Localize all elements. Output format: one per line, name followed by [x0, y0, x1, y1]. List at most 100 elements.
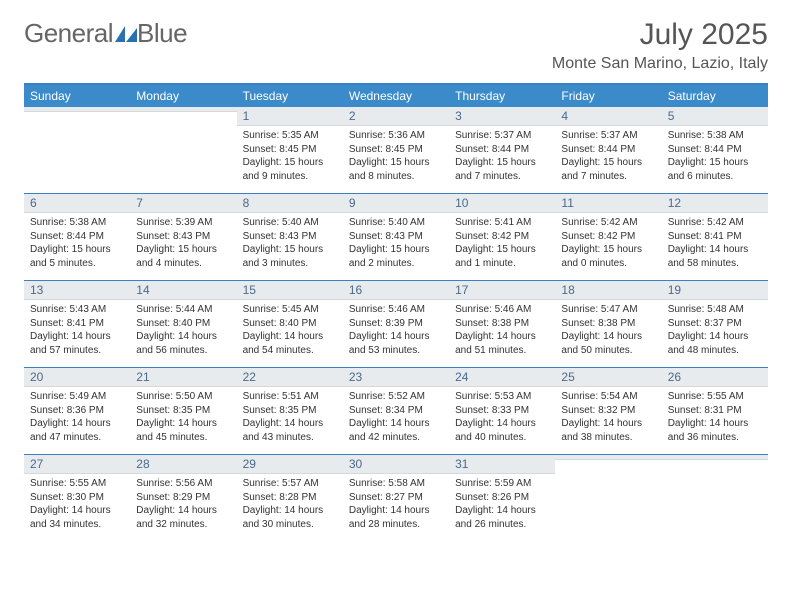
- cell-body: Sunrise: 5:54 AMSunset: 8:32 PMDaylight:…: [555, 387, 661, 450]
- day-number: 26: [662, 368, 768, 386]
- daylight-line: Daylight: 14 hours and 53 minutes.: [349, 330, 443, 357]
- sunset-line: Sunset: 8:44 PM: [455, 143, 549, 157]
- day-number: 24: [449, 368, 555, 386]
- sunrise-line: Sunrise: 5:36 AM: [349, 129, 443, 143]
- day-number: 12: [662, 194, 768, 212]
- weekday-header: Monday: [130, 85, 236, 107]
- cell-body: Sunrise: 5:38 AMSunset: 8:44 PMDaylight:…: [24, 213, 130, 276]
- day-number-row: 4: [555, 107, 661, 126]
- day-number-row: 8: [237, 194, 343, 213]
- sunrise-line: Sunrise: 5:41 AM: [455, 216, 549, 230]
- day-number-row: 7: [130, 194, 236, 213]
- day-number-row: 3: [449, 107, 555, 126]
- day-number-row: 25: [555, 368, 661, 387]
- calendar-cell: 9Sunrise: 5:40 AMSunset: 8:43 PMDaylight…: [343, 194, 449, 280]
- cell-body: Sunrise: 5:51 AMSunset: 8:35 PMDaylight:…: [237, 387, 343, 450]
- sunrise-line: Sunrise: 5:39 AM: [136, 216, 230, 230]
- day-number-row: 13: [24, 281, 130, 300]
- sunset-line: Sunset: 8:36 PM: [30, 404, 124, 418]
- calendar-cell: 13Sunrise: 5:43 AMSunset: 8:41 PMDayligh…: [24, 281, 130, 367]
- sunset-line: Sunset: 8:32 PM: [561, 404, 655, 418]
- sunset-line: Sunset: 8:42 PM: [561, 230, 655, 244]
- sunrise-line: Sunrise: 5:45 AM: [243, 303, 337, 317]
- calendar-cell: 27Sunrise: 5:55 AMSunset: 8:30 PMDayligh…: [24, 455, 130, 541]
- cell-body: [24, 112, 130, 121]
- calendar-body: 1Sunrise: 5:35 AMSunset: 8:45 PMDaylight…: [24, 107, 768, 541]
- calendar-cell: 30Sunrise: 5:58 AMSunset: 8:27 PMDayligh…: [343, 455, 449, 541]
- calendar-cell: 12Sunrise: 5:42 AMSunset: 8:41 PMDayligh…: [662, 194, 768, 280]
- location: Monte San Marino, Lazio, Italy: [552, 55, 768, 73]
- cell-body: Sunrise: 5:42 AMSunset: 8:41 PMDaylight:…: [662, 213, 768, 276]
- sunset-line: Sunset: 8:38 PM: [455, 317, 549, 331]
- title-block: July 2025 Monte San Marino, Lazio, Italy: [552, 18, 768, 73]
- day-number: 28: [130, 455, 236, 473]
- cell-body: [662, 460, 768, 469]
- cell-body: Sunrise: 5:38 AMSunset: 8:44 PMDaylight:…: [662, 126, 768, 189]
- sunrise-line: Sunrise: 5:55 AM: [668, 390, 762, 404]
- sunrise-line: Sunrise: 5:37 AM: [561, 129, 655, 143]
- month-title: July 2025: [552, 18, 768, 51]
- calendar-cell: 24Sunrise: 5:53 AMSunset: 8:33 PMDayligh…: [449, 368, 555, 454]
- daylight-line: Daylight: 15 hours and 7 minutes.: [561, 156, 655, 183]
- sunrise-line: Sunrise: 5:37 AM: [455, 129, 549, 143]
- calendar-cell: [662, 455, 768, 541]
- sunrise-line: Sunrise: 5:57 AM: [243, 477, 337, 491]
- day-number: 1: [237, 107, 343, 125]
- sunrise-line: Sunrise: 5:42 AM: [561, 216, 655, 230]
- day-number-row: 6: [24, 194, 130, 213]
- cell-body: Sunrise: 5:44 AMSunset: 8:40 PMDaylight:…: [130, 300, 236, 363]
- cell-body: Sunrise: 5:40 AMSunset: 8:43 PMDaylight:…: [237, 213, 343, 276]
- calendar-cell: 2Sunrise: 5:36 AMSunset: 8:45 PMDaylight…: [343, 107, 449, 193]
- calendar-week: 20Sunrise: 5:49 AMSunset: 8:36 PMDayligh…: [24, 367, 768, 454]
- cell-body: Sunrise: 5:46 AMSunset: 8:39 PMDaylight:…: [343, 300, 449, 363]
- day-number: 5: [662, 107, 768, 125]
- header: General Blue July 2025 Monte San Marino,…: [24, 18, 768, 73]
- daylight-line: Daylight: 14 hours and 26 minutes.: [455, 504, 549, 531]
- day-number: 3: [449, 107, 555, 125]
- daylight-line: Daylight: 14 hours and 48 minutes.: [668, 330, 762, 357]
- sunrise-line: Sunrise: 5:40 AM: [349, 216, 443, 230]
- sunset-line: Sunset: 8:29 PM: [136, 491, 230, 505]
- daylight-line: Daylight: 14 hours and 56 minutes.: [136, 330, 230, 357]
- weekday-header: Friday: [555, 85, 661, 107]
- day-number-row: 31: [449, 455, 555, 474]
- sunrise-line: Sunrise: 5:35 AM: [243, 129, 337, 143]
- day-number-row: 11: [555, 194, 661, 213]
- day-number: 31: [449, 455, 555, 473]
- sunrise-line: Sunrise: 5:38 AM: [30, 216, 124, 230]
- day-number-row: 2: [343, 107, 449, 126]
- cell-body: Sunrise: 5:41 AMSunset: 8:42 PMDaylight:…: [449, 213, 555, 276]
- day-number: 23: [343, 368, 449, 386]
- sunrise-line: Sunrise: 5:59 AM: [455, 477, 549, 491]
- sunset-line: Sunset: 8:37 PM: [668, 317, 762, 331]
- cell-body: Sunrise: 5:57 AMSunset: 8:28 PMDaylight:…: [237, 474, 343, 537]
- cell-body: Sunrise: 5:52 AMSunset: 8:34 PMDaylight:…: [343, 387, 449, 450]
- calendar-cell: 25Sunrise: 5:54 AMSunset: 8:32 PMDayligh…: [555, 368, 661, 454]
- cell-body: Sunrise: 5:45 AMSunset: 8:40 PMDaylight:…: [237, 300, 343, 363]
- cell-body: Sunrise: 5:56 AMSunset: 8:29 PMDaylight:…: [130, 474, 236, 537]
- day-number: 14: [130, 281, 236, 299]
- day-number-row: 18: [555, 281, 661, 300]
- sunrise-line: Sunrise: 5:56 AM: [136, 477, 230, 491]
- calendar-week: 13Sunrise: 5:43 AMSunset: 8:41 PMDayligh…: [24, 280, 768, 367]
- sunset-line: Sunset: 8:30 PM: [30, 491, 124, 505]
- day-number-row: 22: [237, 368, 343, 387]
- daylight-line: Daylight: 15 hours and 7 minutes.: [455, 156, 549, 183]
- calendar-week: 27Sunrise: 5:55 AMSunset: 8:30 PMDayligh…: [24, 454, 768, 541]
- day-number-row: 23: [343, 368, 449, 387]
- cell-body: Sunrise: 5:55 AMSunset: 8:30 PMDaylight:…: [24, 474, 130, 537]
- daylight-line: Daylight: 15 hours and 5 minutes.: [30, 243, 124, 270]
- day-number-row: 21: [130, 368, 236, 387]
- weekday-header: Wednesday: [343, 85, 449, 107]
- day-number: 29: [237, 455, 343, 473]
- day-number: 15: [237, 281, 343, 299]
- calendar-cell: 15Sunrise: 5:45 AMSunset: 8:40 PMDayligh…: [237, 281, 343, 367]
- sunrise-line: Sunrise: 5:48 AM: [668, 303, 762, 317]
- day-number-row: 28: [130, 455, 236, 474]
- weekday-header: Thursday: [449, 85, 555, 107]
- sunrise-line: Sunrise: 5:47 AM: [561, 303, 655, 317]
- cell-body: Sunrise: 5:58 AMSunset: 8:27 PMDaylight:…: [343, 474, 449, 537]
- sunrise-line: Sunrise: 5:58 AM: [349, 477, 443, 491]
- day-number: 19: [662, 281, 768, 299]
- sunrise-line: Sunrise: 5:51 AM: [243, 390, 337, 404]
